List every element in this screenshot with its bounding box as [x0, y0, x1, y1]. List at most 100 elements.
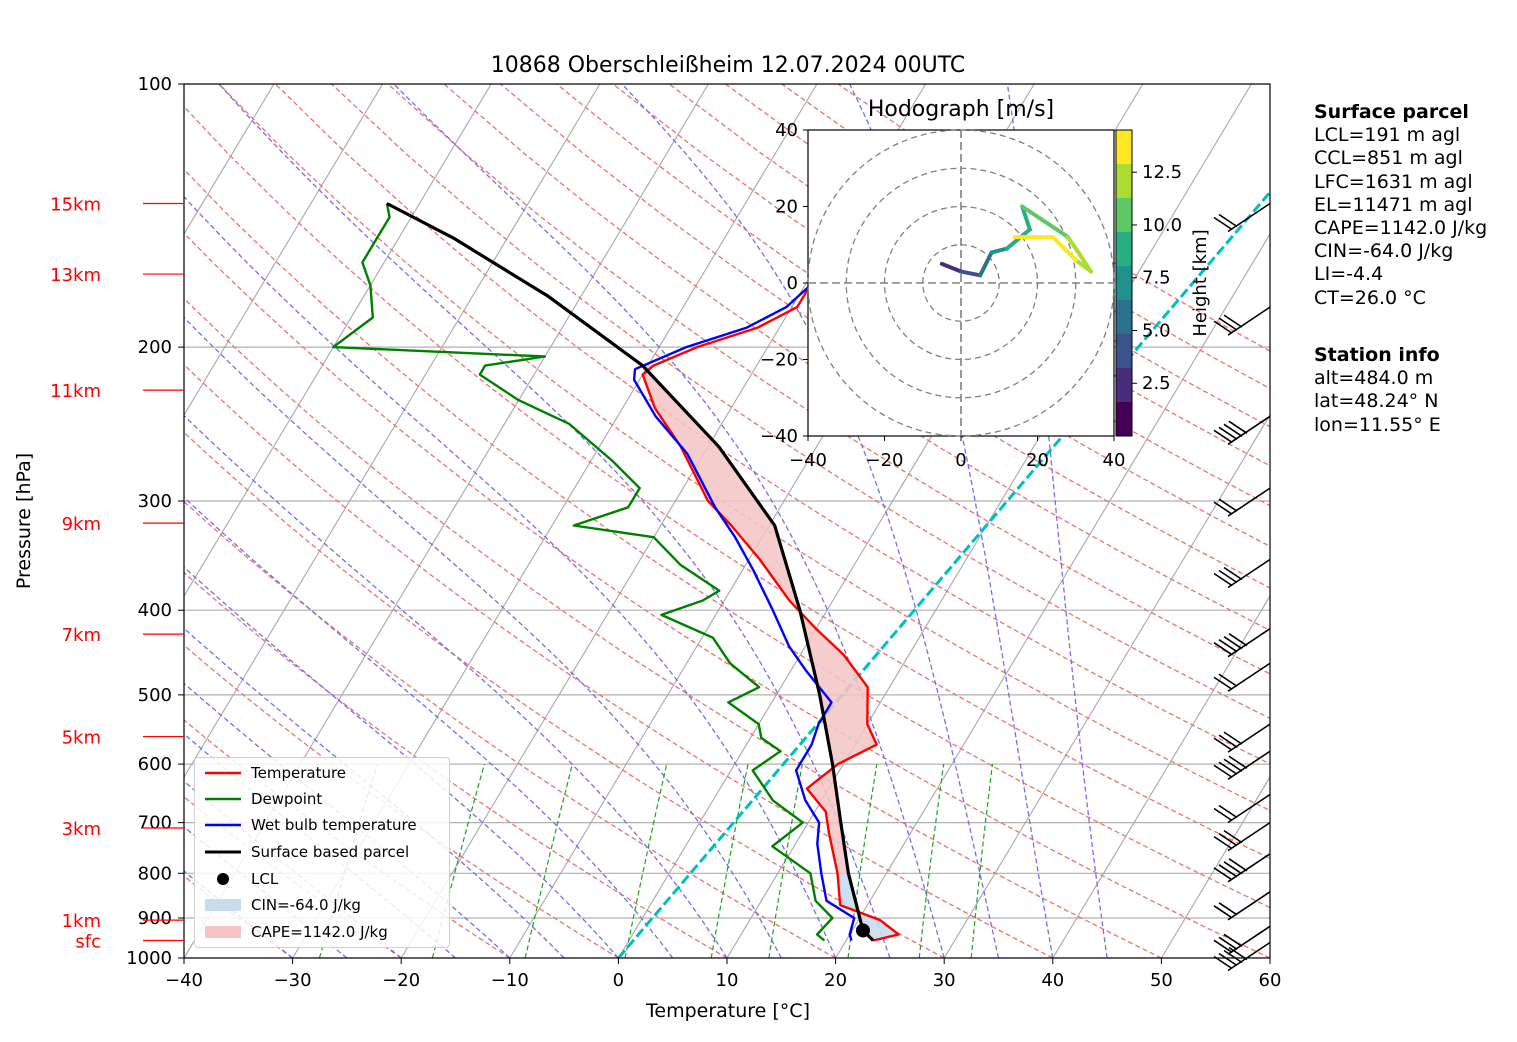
- hodo-y-tick-label: 20: [775, 197, 798, 218]
- hodograph-ring: [922, 244, 1000, 322]
- x-tick-label: 0: [613, 970, 624, 991]
- barb-flag: [1228, 755, 1248, 769]
- y-tick-label: 900: [138, 908, 172, 929]
- x-tick-label: −20: [382, 970, 420, 991]
- x-tick-label: 40: [1041, 970, 1064, 991]
- lcl-marker: [855, 923, 870, 938]
- station-info-header: Station info: [1314, 344, 1440, 366]
- wind-barb: [1213, 415, 1271, 445]
- barb-flag: [1213, 955, 1233, 970]
- hodograph-trace: [1043, 219, 1071, 240]
- moist-adiabat: [184, 316, 782, 958]
- y-tick-label: 300: [138, 491, 172, 512]
- barb-flag: [1223, 829, 1243, 844]
- hodograph-inset: Hodograph [m/s] −40 −40 −20 −20 0 0 20 20 40 40 2.5…: [760, 97, 1211, 471]
- isotherm-line: [184, 84, 384, 417]
- x-tick-label: −10: [491, 970, 529, 991]
- mixing-ratio-line: [970, 764, 994, 958]
- y-tick-label: 700: [138, 813, 172, 834]
- hodograph-trace: [1020, 204, 1032, 232]
- hodograph-trace: [1073, 258, 1094, 274]
- isotherm-line: [943, 413, 1270, 958]
- barb-flag: [1213, 501, 1233, 515]
- colorbar-label: Height [km]: [1190, 229, 1211, 336]
- hodo-y-tick-label: 40: [775, 120, 798, 141]
- hodo-x-tick-label: −20: [866, 450, 904, 471]
- colorbar-segment: [1116, 232, 1132, 267]
- y-tick-label: 500: [138, 685, 172, 706]
- barb-flag: [1213, 429, 1233, 443]
- colorbar-tick-label: 2.5: [1142, 373, 1171, 394]
- barb-flag: [1223, 933, 1243, 948]
- barb-staff: [1227, 662, 1271, 692]
- colorbar-tick-label: 5.0: [1142, 320, 1171, 341]
- hodo-y-tick-label: 0: [787, 273, 798, 294]
- barb-flag: [1213, 867, 1233, 881]
- isotherm-line: [1052, 594, 1270, 958]
- barb-staff: [1227, 487, 1271, 517]
- moist-adiabat: [184, 496, 674, 958]
- barb-flag: [1223, 758, 1243, 772]
- barb-flag: [1218, 498, 1238, 512]
- barb-flag: [1218, 864, 1238, 878]
- barb-flag: [1218, 213, 1238, 228]
- x-tick-label: 60: [1259, 970, 1282, 991]
- barb-flag: [1218, 426, 1238, 440]
- station-lat: lat=48.24° N: [1314, 390, 1439, 413]
- legend-item-temperature: Temperature: [195, 760, 449, 786]
- barb-staff: [1227, 925, 1271, 956]
- barb-flag: [1213, 216, 1233, 231]
- mixing-ratio-line: [768, 763, 803, 958]
- hodo-x-tick-label: 20: [1026, 450, 1049, 471]
- colorbar-frame: [1115, 129, 1133, 437]
- barb-staff: [1227, 750, 1271, 780]
- y-tick-label: 1000: [126, 948, 172, 969]
- parcel-el: EL=11471 m agl: [1314, 193, 1473, 216]
- parcel-ct: CT=26.0 °C: [1314, 286, 1426, 309]
- x-tick-label: −30: [274, 970, 312, 991]
- legend-patch-cape: [203, 925, 243, 939]
- barb-staff: [1227, 821, 1271, 852]
- series-dewpoint: [332, 203, 834, 942]
- barb-flag: [1223, 566, 1243, 581]
- wind-barb: [1213, 662, 1271, 692]
- height-label-15km: 15km: [50, 194, 101, 215]
- wind-barb: [1213, 821, 1271, 852]
- barb-staff: [1227, 853, 1271, 883]
- barb-flag: [1213, 939, 1233, 954]
- height-label-sfc: sfc: [75, 932, 101, 953]
- mixing-ratio-line: [918, 764, 945, 958]
- wind-barb: [1213, 941, 1271, 972]
- wind-barbs: [1213, 202, 1271, 972]
- legend-line-parcel: [203, 845, 243, 859]
- y-tick-label: 400: [138, 600, 172, 621]
- moist-adiabat: [184, 195, 837, 958]
- barb-flag: [1218, 936, 1238, 951]
- barb-flag: [1213, 764, 1233, 778]
- legend-item-wetbulb: Wet bulb temperature: [195, 812, 449, 838]
- station-alt: alt=484.0 m: [1314, 367, 1434, 390]
- isotherm-line: [184, 84, 492, 598]
- dry-adiabat: [184, 168, 1270, 909]
- barb-flag: [1218, 673, 1238, 687]
- parcel-ccl: CCL=851 m agl: [1314, 147, 1463, 170]
- dry-adiabat: [331, 84, 1270, 720]
- barb-flag: [1218, 902, 1238, 916]
- parcel-lfc: LFC=1631 m agl: [1314, 170, 1473, 193]
- series-surface-based-parcel: [386, 202, 875, 942]
- wind-barb: [1213, 723, 1271, 753]
- wind-barb: [1213, 925, 1271, 956]
- dry-adiabat: [184, 500, 836, 958]
- height-label-5km: 5km: [62, 728, 101, 749]
- barb-flag: [1213, 737, 1233, 751]
- surface-parcel-panel: Surface parcel LCL=191 m agl CCL=851 m a…: [1314, 101, 1487, 310]
- isotherm-line: [835, 232, 1270, 958]
- barb-flag: [1213, 676, 1233, 690]
- barb-flag: [1213, 835, 1233, 850]
- hodo-x-tick-label: 0: [955, 450, 966, 471]
- wind-barb: [1213, 853, 1271, 883]
- barb-flag: [1223, 423, 1243, 437]
- barb-flag: [1218, 639, 1238, 653]
- legend-patch-cin: [203, 898, 243, 912]
- station-lon: lon=11.55° E: [1314, 413, 1441, 436]
